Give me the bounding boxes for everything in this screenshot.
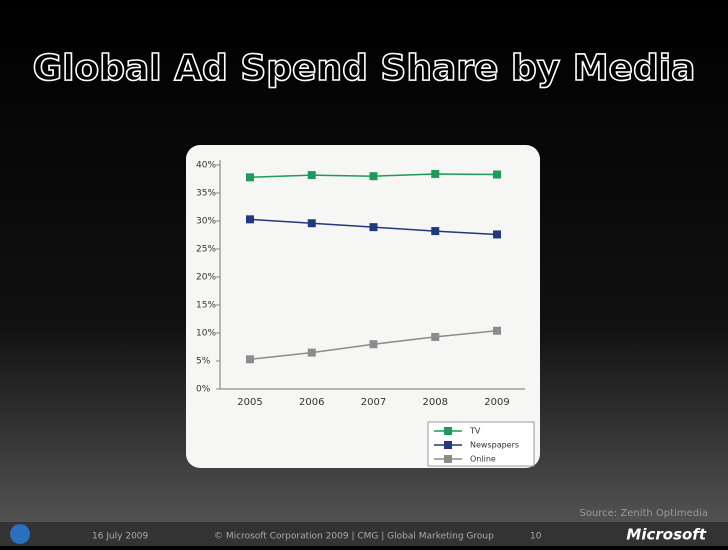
legend-label: Online <box>470 455 496 464</box>
chart-card <box>186 145 540 468</box>
point <box>431 169 440 178</box>
footer-bar <box>0 522 728 546</box>
y-tick-label: 5% <box>196 357 211 367</box>
point <box>431 227 440 236</box>
y-tick-label: 40% <box>196 161 216 171</box>
point <box>246 215 254 224</box>
point <box>307 348 316 357</box>
logo: Microsoft <box>626 526 706 544</box>
footer-date: 16 July 2009 <box>92 532 149 542</box>
x-tick-label: 2008 <box>423 397 448 408</box>
legend-marker <box>444 441 452 449</box>
point <box>307 171 316 180</box>
footer-text: © Microsoft Corporation 2009 | CMG | Glo… <box>214 532 494 542</box>
point <box>246 173 254 182</box>
x-tick-label: 2006 <box>299 397 324 408</box>
page-number: 10 <box>530 532 542 542</box>
x-tick-label: 2007 <box>361 397 386 408</box>
y-tick-label: 10% <box>196 329 216 339</box>
point <box>369 172 378 181</box>
y-tick-label: 25% <box>196 245 216 255</box>
x-tick-label: 2009 <box>484 397 509 408</box>
y-tick-label: 20% <box>196 273 216 283</box>
plot: 0% 5% 10% 15% 20% 25% 30% 35% 40% 2005 2006 2007 200… <box>196 160 535 467</box>
slide-title: Global Ad Spend Share by Media <box>33 48 696 89</box>
y-tick-label: 30% <box>196 217 216 227</box>
point <box>493 326 501 335</box>
point <box>493 170 501 179</box>
legend-label: Newspapers <box>470 441 519 450</box>
source: Source: Zenith Optimedia <box>579 508 708 519</box>
point <box>493 230 501 239</box>
y-tick-label: 15% <box>196 301 216 311</box>
point <box>369 223 378 232</box>
x-tick-label: 2005 <box>237 397 262 408</box>
legend-label: TV <box>469 427 481 436</box>
legend-marker <box>444 427 452 435</box>
y-tick-label: 0% <box>196 385 211 395</box>
point <box>246 355 254 364</box>
legend-marker <box>444 455 452 463</box>
point <box>369 340 378 349</box>
point <box>431 332 440 341</box>
point <box>307 219 316 228</box>
windows-logo <box>10 524 30 544</box>
y-tick-label: 35% <box>196 189 216 199</box>
